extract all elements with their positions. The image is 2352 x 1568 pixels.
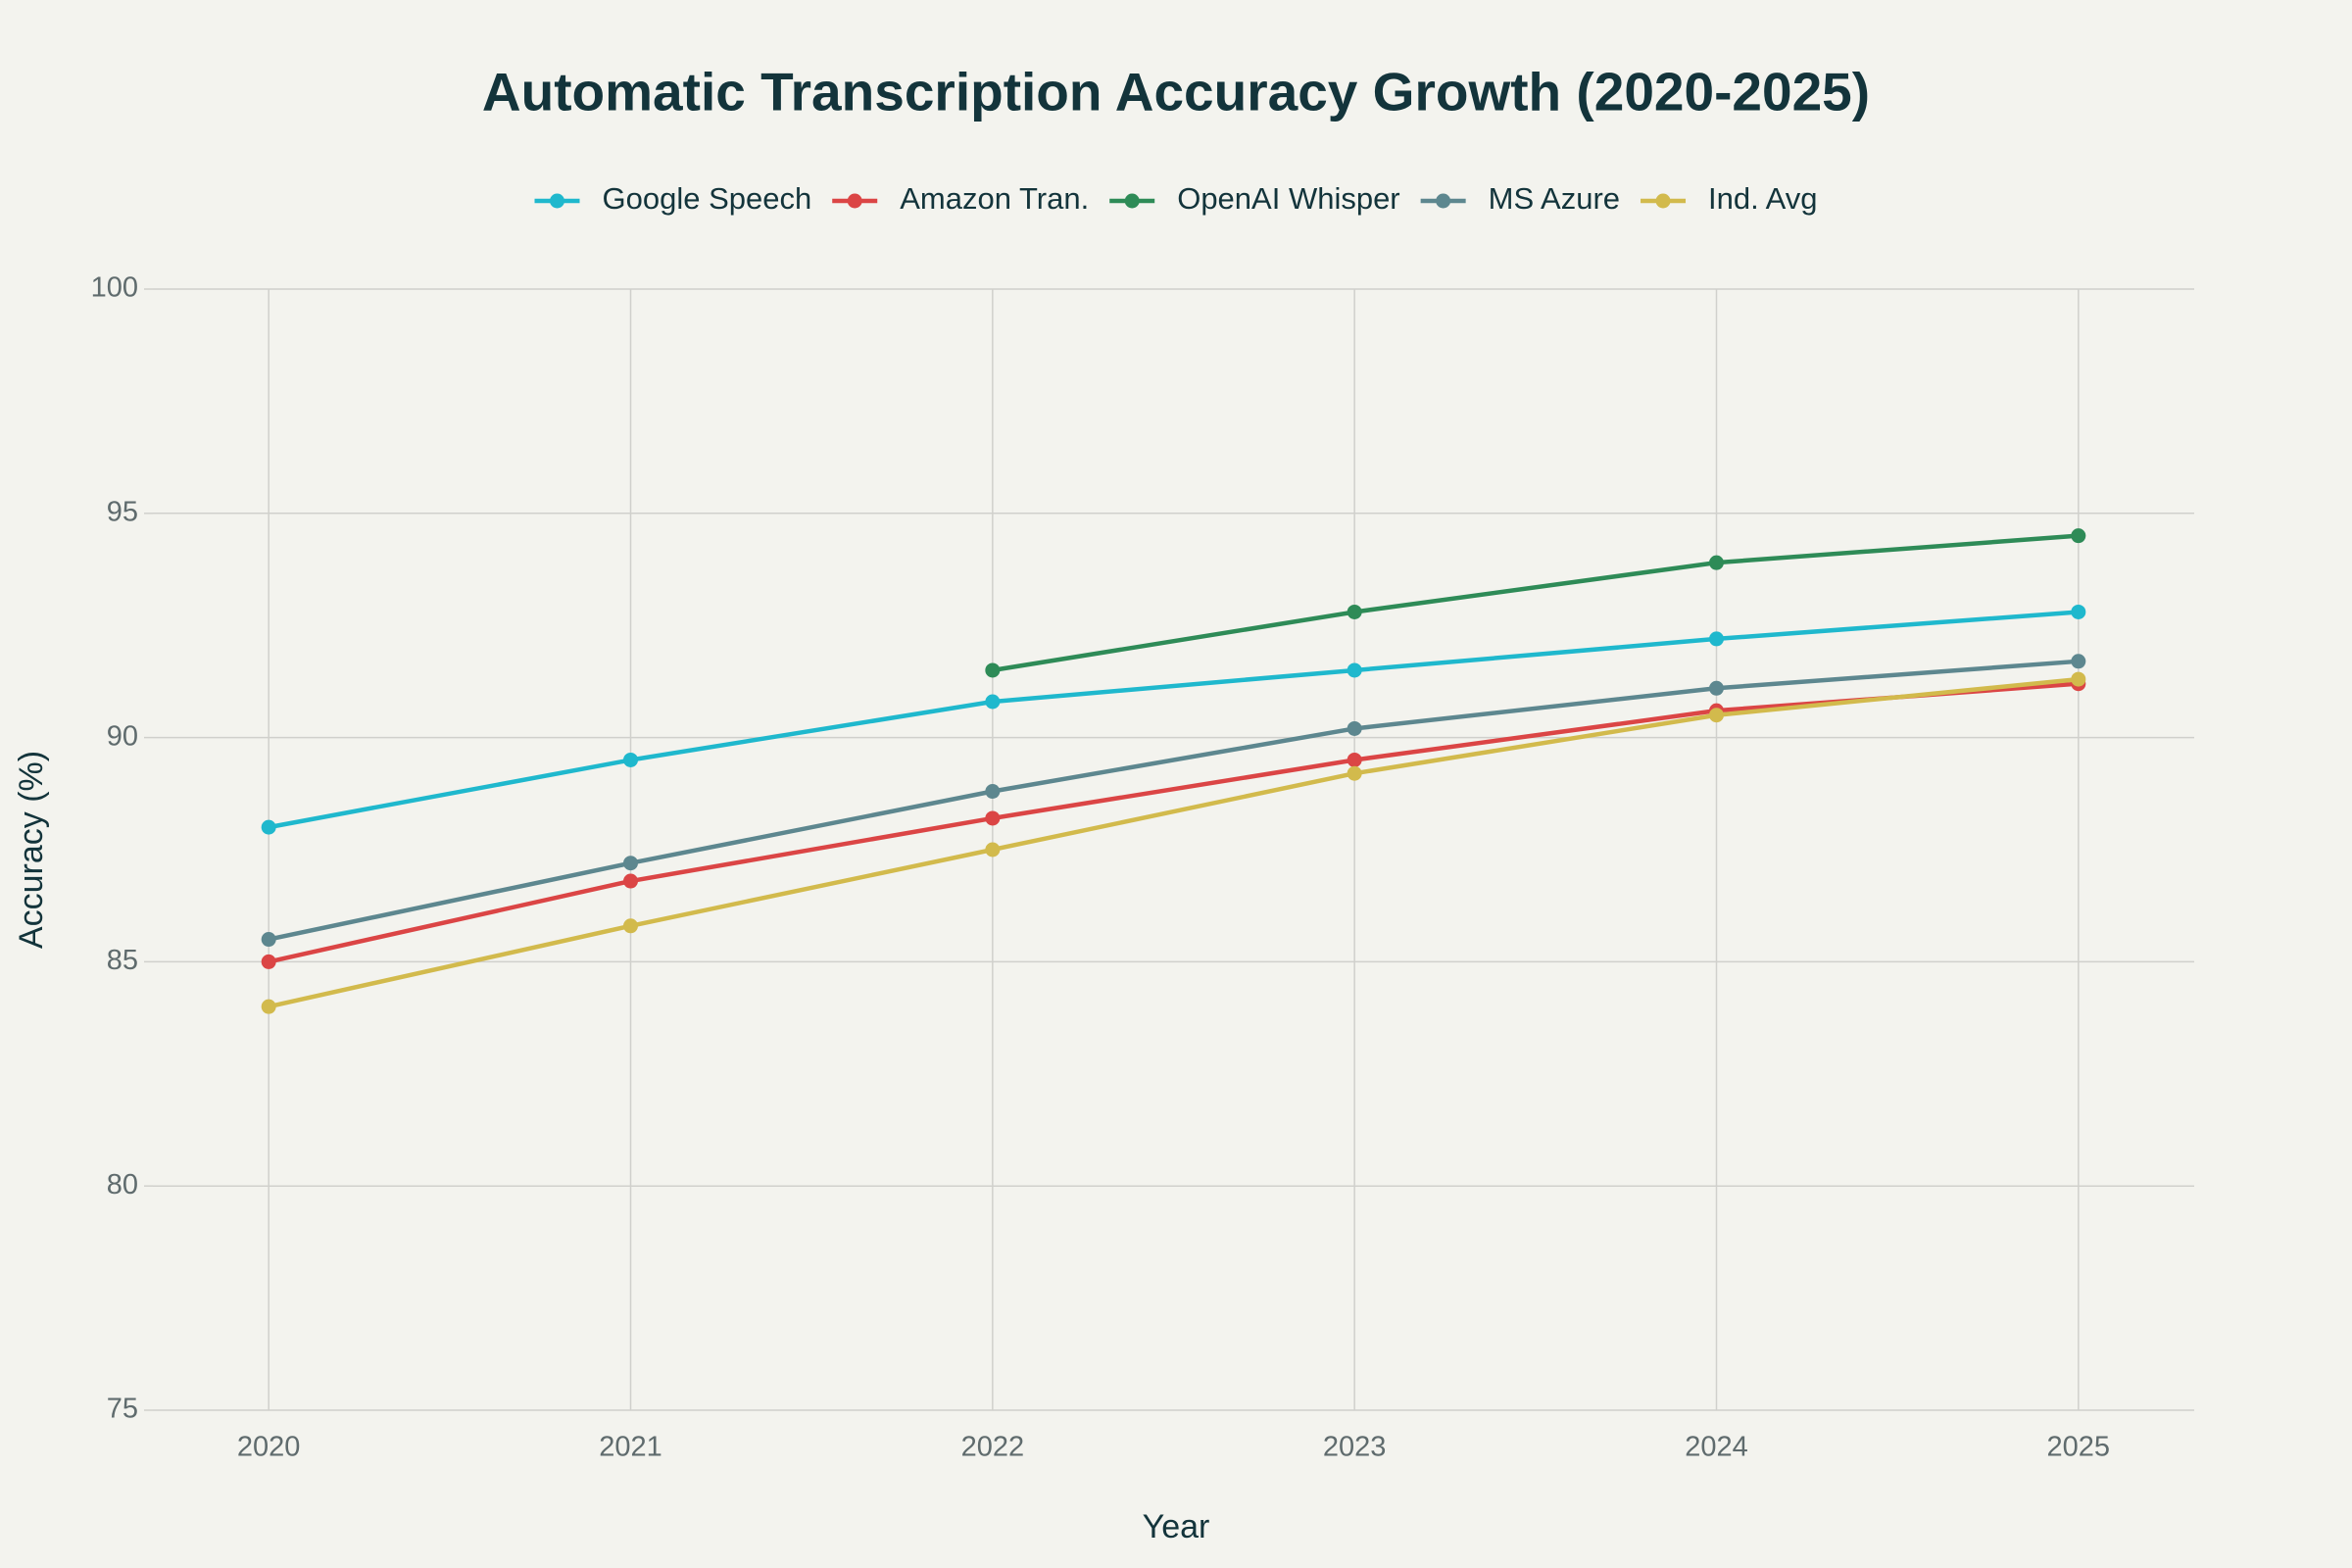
data-point xyxy=(985,842,1001,858)
legend-marker xyxy=(550,193,564,209)
chart-title: Automatic Transcription Accuracy Growth … xyxy=(482,62,1870,122)
legend-item[interactable]: Amazon Tran. xyxy=(832,181,1089,216)
data-point xyxy=(985,784,1001,800)
legend-label: Amazon Tran. xyxy=(900,181,1089,216)
legend-marker xyxy=(1655,193,1671,209)
data-point xyxy=(2071,604,2086,619)
y-tick-label: 95 xyxy=(107,496,138,527)
data-point xyxy=(985,662,1001,678)
data-point xyxy=(1708,631,1724,647)
series-line xyxy=(268,681,2079,964)
series-line xyxy=(268,659,2079,942)
data-point xyxy=(1347,662,1362,678)
data-point xyxy=(2071,528,2086,544)
x-tick-label: 2021 xyxy=(599,1432,662,1463)
data-point xyxy=(1347,604,1362,619)
data-point xyxy=(2071,671,2086,687)
series-line xyxy=(268,610,2079,830)
legend-marker xyxy=(1124,193,1140,209)
data-point xyxy=(623,752,639,767)
data-point xyxy=(623,873,639,889)
data-point xyxy=(985,694,1001,710)
y-tick-label: 85 xyxy=(107,945,138,976)
legend-marker xyxy=(1436,193,1451,209)
data-point xyxy=(1347,720,1362,736)
data-point xyxy=(261,932,276,948)
series-line xyxy=(268,676,2080,1009)
x-axis-title: Year xyxy=(1143,1508,1210,1545)
y-axis-title: Accuracy (%) xyxy=(13,751,50,949)
legend-label: Ind. Avg xyxy=(1708,181,1817,216)
data-point xyxy=(623,856,639,871)
data-point xyxy=(261,819,276,835)
y-tick-label: 100 xyxy=(91,272,138,304)
y-tick-label: 90 xyxy=(107,720,138,752)
legend-label: OpenAI Whisper xyxy=(1177,181,1399,216)
legend-item[interactable]: OpenAI Whisper xyxy=(1109,181,1400,216)
series-line xyxy=(992,533,2079,673)
data-point xyxy=(1347,752,1362,767)
y-tick-label: 80 xyxy=(107,1169,138,1200)
data-point xyxy=(985,810,1001,826)
data-point xyxy=(1708,708,1724,723)
legend-label: MS Azure xyxy=(1489,181,1620,216)
data-point xyxy=(623,918,639,934)
data-point xyxy=(1708,555,1724,570)
legend-label: Google Speech xyxy=(603,181,812,216)
legend-item[interactable]: MS Azure xyxy=(1420,181,1620,216)
data-point xyxy=(1347,765,1362,781)
data-point xyxy=(261,954,276,969)
x-tick-label: 2023 xyxy=(1323,1432,1387,1463)
x-tick-label: 2020 xyxy=(237,1432,301,1463)
x-tick-label: 2025 xyxy=(2047,1432,2111,1463)
data-point xyxy=(2071,654,2086,669)
x-tick-label: 2022 xyxy=(961,1432,1025,1463)
legend-marker xyxy=(847,193,862,209)
y-tick-label: 75 xyxy=(107,1394,138,1425)
data-point xyxy=(1708,680,1724,696)
legend-item[interactable]: Ind. Avg xyxy=(1641,181,1818,216)
x-tick-label: 2024 xyxy=(1685,1432,1748,1463)
data-point xyxy=(261,999,276,1014)
legend-item[interactable]: Google Speech xyxy=(534,181,812,216)
